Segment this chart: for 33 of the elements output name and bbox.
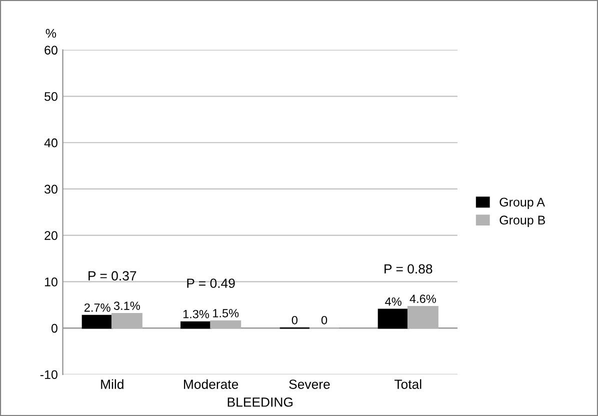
data-label: 4% — [385, 297, 402, 306]
data-label: 1.3% — [183, 310, 210, 318]
bar — [210, 320, 242, 329]
legend-label: Group A — [500, 198, 545, 210]
data-label: 0 — [321, 316, 328, 324]
x-tick-label: Mild — [101, 379, 124, 389]
annotation: P = 0.37 — [88, 271, 136, 281]
bar — [407, 306, 438, 329]
data-label: 3.1% — [114, 302, 140, 310]
y-tick-label: 0 — [51, 324, 58, 333]
bar — [82, 314, 113, 329]
y-tick-label: 60 — [44, 46, 58, 55]
y-axis-title: % — [46, 28, 56, 38]
y-tick-label: 30 — [44, 184, 58, 194]
y-tick-label: -10 — [40, 370, 58, 380]
bar — [378, 308, 409, 329]
data-label: 4.6% — [410, 294, 436, 303]
data-label: 2.7% — [84, 303, 110, 312]
data-label: 1.5% — [213, 309, 239, 318]
x-tick-label: Moderate — [184, 379, 238, 389]
y-tick-label: 50 — [44, 92, 58, 101]
data-label: 0 — [292, 316, 298, 324]
x-tick-label: Severe — [289, 380, 330, 389]
bar — [180, 321, 212, 329]
annotation: P = 0.88 — [384, 264, 432, 274]
x-tick-label: Total — [394, 379, 422, 389]
y-tick-label: 10 — [44, 277, 58, 286]
y-tick-label: 40 — [44, 138, 58, 148]
bar — [111, 312, 142, 329]
legend-label: Group B — [500, 216, 546, 228]
annotation: P = 0.49 — [187, 278, 235, 288]
y-tick-label: 20 — [44, 231, 58, 240]
x-axis-title: BLEEDING — [228, 397, 293, 407]
